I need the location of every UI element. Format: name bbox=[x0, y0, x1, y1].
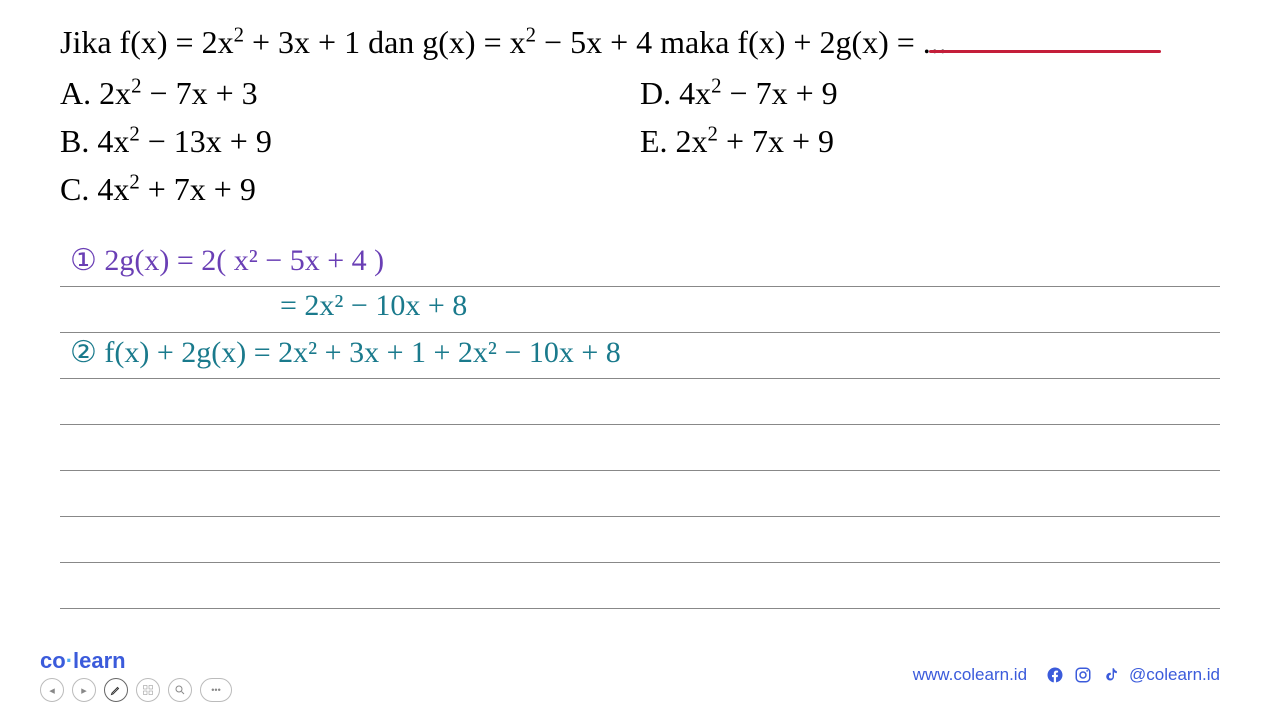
ruled-line-3: ② f(x) + 2g(x) = 2x² + 3x + 1 + 2x² − 10… bbox=[60, 333, 1220, 379]
option-b: B. 4x2 − 13x + 9 bbox=[60, 117, 640, 165]
q-part3: − 5x + 4 maka f(x) + 2g(x) = ... bbox=[536, 24, 947, 60]
option-e: E. 2x2 + 7x + 9 bbox=[640, 117, 1220, 165]
logo-area: co·learn ◂ ▸ ••• bbox=[40, 648, 232, 702]
tiktok-icon[interactable] bbox=[1101, 665, 1121, 685]
pen-icon bbox=[110, 684, 122, 696]
opt-c-label: C. 4x bbox=[60, 171, 129, 207]
footer-url[interactable]: www.colearn.id bbox=[913, 665, 1027, 685]
options-right: D. 4x2 − 7x + 9 E. 2x2 + 7x + 9 bbox=[640, 69, 1220, 213]
grid-icon bbox=[142, 684, 154, 696]
option-a: A. 2x2 − 7x + 3 bbox=[60, 69, 640, 117]
social-links: @colearn.id bbox=[1045, 665, 1220, 685]
handw-step1b: = 2x² − 10x + 8 bbox=[280, 289, 467, 323]
instagram-icon[interactable] bbox=[1073, 665, 1093, 685]
sup-2a: 2 bbox=[234, 23, 244, 46]
q-part1: Jika f(x) = 2x bbox=[60, 24, 234, 60]
grid-button[interactable] bbox=[136, 678, 160, 702]
sup-a: 2 bbox=[131, 74, 141, 97]
ruled-line-7 bbox=[60, 517, 1220, 563]
social-handle[interactable]: @colearn.id bbox=[1129, 665, 1220, 685]
facebook-icon[interactable] bbox=[1045, 665, 1065, 685]
question-text: Jika f(x) = 2x2 + 3x + 1 dan g(x) = x2 −… bbox=[60, 20, 1220, 65]
option-c: C. 4x2 + 7x + 9 bbox=[60, 165, 640, 213]
sup-c: 2 bbox=[129, 170, 139, 193]
handw-step2: ② f(x) + 2g(x) = 2x² + 3x + 1 + 2x² − 10… bbox=[70, 335, 621, 370]
ruled-line-4 bbox=[60, 379, 1220, 425]
ruled-line-5 bbox=[60, 425, 1220, 471]
options-container: A. 2x2 − 7x + 3 B. 4x2 − 13x + 9 C. 4x2 … bbox=[60, 69, 1220, 213]
ruled-line-1: ① 2g(x) = 2( x² − 5x + 4 ) bbox=[60, 241, 1220, 287]
opt-c-rest: + 7x + 9 bbox=[140, 171, 256, 207]
footer: co·learn ◂ ▸ ••• www.colearn.id bbox=[0, 648, 1280, 702]
underline-annotation bbox=[929, 50, 1161, 53]
opt-d-rest: − 7x + 9 bbox=[722, 75, 838, 111]
ruled-line-8 bbox=[60, 563, 1220, 609]
opt-e-label: E. 2x bbox=[640, 123, 708, 159]
handw-step1a: ① 2g(x) = 2( x² − 5x + 4 ) bbox=[70, 243, 384, 278]
next-button[interactable]: ▸ bbox=[72, 678, 96, 702]
logo-dot: · bbox=[66, 648, 73, 673]
footer-right: www.colearn.id @colearn.id bbox=[913, 665, 1220, 685]
more-button[interactable]: ••• bbox=[200, 678, 232, 702]
opt-b-rest: − 13x + 9 bbox=[140, 123, 272, 159]
search-icon bbox=[174, 684, 186, 696]
opt-a-label: A. 2x bbox=[60, 75, 131, 111]
prev-button[interactable]: ◂ bbox=[40, 678, 64, 702]
options-left: A. 2x2 − 7x + 3 B. 4x2 − 13x + 9 C. 4x2 … bbox=[60, 69, 640, 213]
opt-d-label: D. 4x bbox=[640, 75, 711, 111]
logo-co: co bbox=[40, 648, 66, 673]
option-d: D. 4x2 − 7x + 9 bbox=[640, 69, 1220, 117]
sup-b: 2 bbox=[129, 122, 139, 145]
q-part2: + 3x + 1 dan g(x) = x bbox=[244, 24, 526, 60]
player-controls: ◂ ▸ ••• bbox=[40, 678, 232, 702]
opt-e-rest: + 7x + 9 bbox=[718, 123, 834, 159]
logo-text: co·learn bbox=[40, 648, 232, 674]
zoom-button[interactable] bbox=[168, 678, 192, 702]
opt-a-rest: − 7x + 3 bbox=[142, 75, 258, 111]
ruled-line-6 bbox=[60, 471, 1220, 517]
pen-button[interactable] bbox=[104, 678, 128, 702]
work-area: ① 2g(x) = 2( x² − 5x + 4 ) = 2x² − 10x +… bbox=[60, 241, 1220, 609]
sup-e: 2 bbox=[708, 122, 718, 145]
ruled-line-2: = 2x² − 10x + 8 bbox=[60, 287, 1220, 333]
sup-2b: 2 bbox=[526, 23, 536, 46]
logo-learn: learn bbox=[73, 648, 126, 673]
sup-d: 2 bbox=[711, 74, 721, 97]
opt-b-label: B. 4x bbox=[60, 123, 129, 159]
